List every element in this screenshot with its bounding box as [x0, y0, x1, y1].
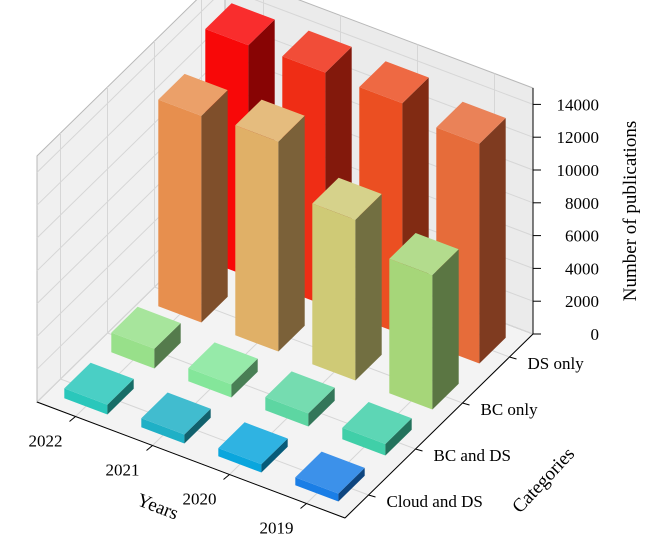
z-tick-label: 12000	[557, 128, 600, 147]
bar-front-face	[111, 332, 155, 369]
bar-bc-only-2019	[389, 233, 459, 410]
bar-front-face	[64, 388, 108, 415]
bar-side-face	[184, 408, 211, 444]
x-tick-mark	[223, 474, 230, 480]
x-tick-label: 2020	[183, 490, 217, 509]
bar-front-face	[188, 368, 232, 398]
bar-top-face	[188, 342, 258, 385]
y-tick-label: BC and DS	[434, 446, 511, 465]
bar-side-face	[261, 438, 288, 473]
bar-cloud-and-ds-2019	[295, 451, 365, 502]
y-axis-line	[344, 333, 534, 519]
bar-side-face	[308, 387, 335, 427]
bar-bc-and-ds-2021	[188, 342, 258, 398]
bar-bc-only-2021	[235, 99, 305, 352]
bar-side-face	[231, 358, 258, 398]
bar-top-face	[205, 3, 275, 46]
bar-bc-only-2022	[158, 73, 228, 323]
x-axis-line	[36, 401, 346, 519]
x-tick-label: 2022	[29, 432, 63, 451]
bar-top-face	[282, 30, 352, 73]
bar-top-face	[295, 451, 365, 494]
bar-front-face	[342, 427, 386, 456]
bars	[64, 3, 506, 502]
bar-top-face	[64, 362, 134, 405]
bar-top-face	[342, 402, 412, 444]
z-tick-label: 6000	[565, 227, 599, 246]
bar-cloud-and-ds-2022	[64, 362, 134, 415]
bar-side-face	[432, 249, 459, 410]
y-axis-title: Categories	[508, 444, 579, 518]
bar-top-face	[389, 233, 459, 275]
bar-top-face	[141, 392, 211, 435]
x-axis-title: Years	[134, 490, 181, 525]
bar-front-face	[295, 477, 339, 502]
bar-side-face	[201, 90, 228, 323]
bar-side-face	[278, 115, 305, 352]
z-grid-line	[36, 0, 534, 173]
bar-top-face	[312, 177, 382, 220]
bar-side-face	[479, 118, 506, 364]
y-tick-mark	[462, 402, 470, 406]
bar-cloud-and-ds-2020	[218, 422, 288, 473]
bar-top-face	[359, 61, 429, 104]
y-tick-mark	[509, 356, 517, 360]
bar-bc-only-2020	[312, 177, 382, 381]
bar-side-face	[385, 418, 412, 456]
bar-top-face	[436, 101, 506, 144]
bar-front-face	[312, 203, 356, 381]
z-tick-label: 2000	[565, 292, 599, 311]
bar-bc-and-ds-2022	[111, 306, 181, 369]
bar-cloud-and-ds-2021	[141, 392, 211, 444]
y-tick-mark	[368, 494, 376, 498]
y-tick-label: BC only	[481, 400, 539, 419]
z-tick-label: 14000	[557, 95, 600, 114]
bar-front-face	[265, 397, 309, 427]
x-tick-mark	[146, 445, 153, 451]
z-tick-label: 4000	[565, 259, 599, 278]
bar-front-face	[218, 448, 262, 473]
bar-side-face	[154, 323, 181, 369]
bar-top-face	[235, 99, 305, 142]
x-tick-label: 2019	[260, 519, 294, 538]
x-tick-label: 2021	[106, 461, 140, 480]
bar-front-face	[158, 99, 202, 323]
z-tick-label: 10000	[557, 161, 600, 180]
y-tick-label: DS only	[528, 354, 585, 373]
x-tick-mark	[69, 416, 76, 422]
z-tick-label: 8000	[565, 194, 599, 213]
z-axis-title: Number of publications	[620, 121, 641, 301]
bar-bc-and-ds-2019	[342, 402, 412, 456]
bar-side-face	[355, 194, 382, 381]
bar-front-face	[141, 418, 185, 444]
bar-side-face	[107, 378, 134, 415]
bar-bc-and-ds-2020	[265, 371, 335, 427]
z-tick-label: 0	[591, 325, 600, 344]
bar-front-face	[235, 125, 279, 352]
bar-top-face	[218, 422, 288, 465]
bar-front-face	[389, 258, 433, 410]
y-tick-mark	[415, 448, 423, 452]
x-tick-mark	[300, 503, 307, 509]
bar-top-face	[265, 371, 335, 414]
bar-top-face	[111, 306, 181, 349]
bar-top-face	[158, 73, 228, 116]
y-tick-label: Cloud and DS	[387, 492, 483, 511]
bar-side-face	[338, 467, 365, 502]
